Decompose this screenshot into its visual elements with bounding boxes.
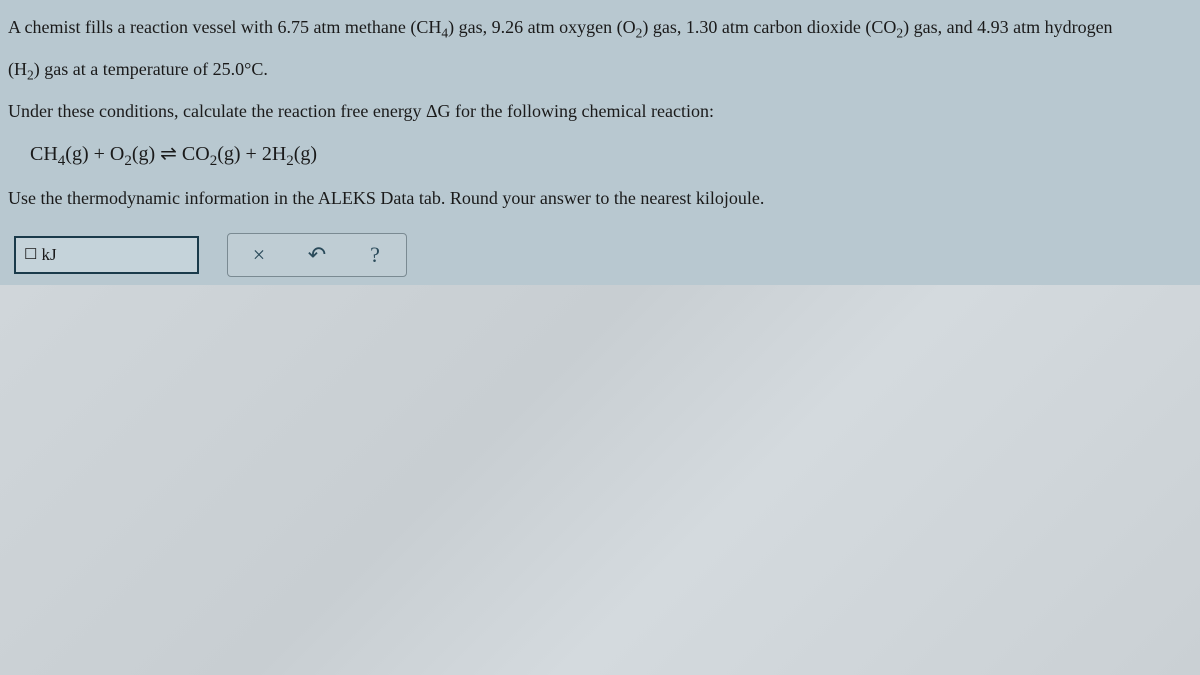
text: ) gas at a temperature of 25.0°C. (34, 59, 268, 79)
workspace-background (0, 285, 1200, 675)
chemical-equation: CH4(g) + O2(g) ⇌ CO2(g) + 2H2(g) (30, 135, 1192, 176)
x-icon: × (253, 234, 265, 276)
help-button[interactable]: ? (346, 235, 404, 275)
input-placeholder-icon: ☐ (24, 241, 37, 270)
question-panel: A chemist fills a reaction vessel with 6… (0, 0, 1200, 287)
problem-line2: (H2) gas at a temperature of 25.0°C. (8, 52, 1192, 88)
problem-line4: Use the thermodynamic information in the… (8, 181, 1192, 215)
question-icon: ? (370, 234, 380, 276)
undo-icon: ↶ (308, 234, 326, 276)
formula-ch4: (CH4) (410, 17, 454, 37)
toolbar: × ↶ ? (227, 233, 407, 277)
text: gas, 9.26 atm oxygen (454, 17, 616, 37)
clear-button[interactable]: × (230, 235, 288, 275)
problem-line1: A chemist fills a reaction vessel with 6… (8, 10, 1192, 46)
problem-line3: Under these conditions, calculate the re… (8, 94, 1192, 128)
answer-input[interactable]: ☐ kJ (14, 236, 199, 274)
reset-button[interactable]: ↶ (288, 235, 346, 275)
formula-co2: (CO2) (865, 17, 909, 37)
text: gas, 1.30 atm carbon dioxide (648, 17, 865, 37)
text: A chemist fills a reaction vessel with 6… (8, 17, 410, 37)
answer-row: ☐ kJ × ↶ ? (8, 233, 1192, 277)
formula-o2: (O2) (617, 17, 649, 37)
text: gas, and 4.93 atm hydrogen (909, 17, 1112, 37)
formula-h2: (H2 (8, 59, 34, 79)
unit-label: kJ (41, 239, 56, 271)
